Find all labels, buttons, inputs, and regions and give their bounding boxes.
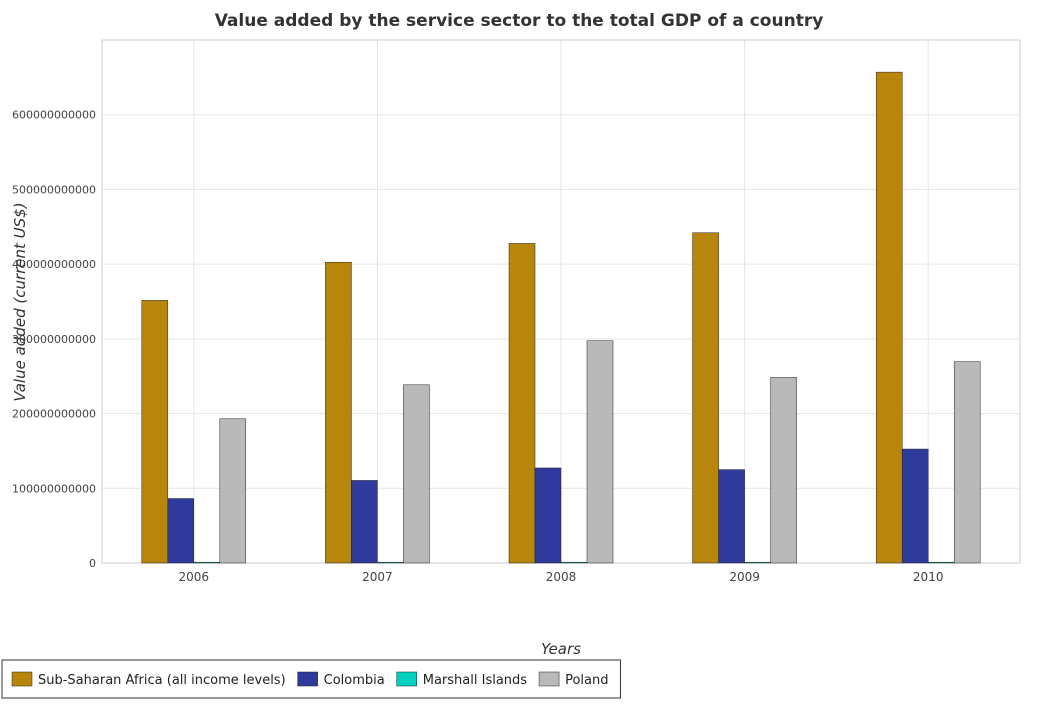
legend-swatch (297, 671, 318, 687)
x-tick-label: 2009 (729, 570, 760, 584)
legend-swatch (538, 671, 560, 687)
x-tick-label: 2007 (362, 570, 393, 584)
bar-sub-saharan-africa-all-income-levels-2009 (692, 232, 719, 564)
legend: Sub-Saharan Africa (all income levels) Co… (1, 659, 621, 699)
x-tick-label: 2010 (913, 570, 944, 584)
x-tick-label: 2008 (546, 570, 577, 584)
bar-poland-2010 (953, 361, 981, 564)
y-tick-label: 200000000000 (12, 408, 96, 421)
x-axis-label: Years (541, 640, 581, 658)
bar-colombia-2006 (167, 498, 195, 564)
bar-poland-2007 (403, 384, 430, 564)
y-tick-label: 600000000000 (12, 109, 96, 122)
x-tick-label: 2006 (179, 570, 210, 584)
bar-poland-2008 (586, 340, 614, 564)
bar-colombia-2008 (534, 467, 562, 564)
y-tick-label: 500000000000 (12, 183, 96, 196)
bar-colombia-2007 (351, 480, 378, 564)
bar-marshall-islands-2008 (560, 561, 588, 564)
bar-colombia-2010 (901, 448, 929, 564)
y-tick-label: 300000000000 (12, 333, 96, 346)
chart-title: Value added by the service sector to the… (215, 11, 824, 31)
legend-swatch (11, 671, 33, 687)
y-axis: 0 100000000000 200000000000 300000000000 400… (12, 109, 96, 570)
legend-label: Colombia (324, 673, 385, 688)
bar-poland-2009 (770, 377, 797, 564)
bar-marshall-islands-2009 (744, 561, 771, 564)
y-tick-label: 400000000000 (12, 258, 96, 271)
bar-marshall-islands-2007 (377, 561, 404, 564)
legend-label: Sub-Saharan Africa (all income levels) (38, 673, 286, 688)
bar-sub-saharan-africa-all-income-levels-2007 (325, 262, 352, 564)
bar-marshall-islands-2006 (193, 561, 221, 564)
legend-label: Poland (565, 673, 608, 688)
bar-poland-2006 (219, 418, 247, 564)
bar-sub-saharan-africa-all-income-levels-2006 (141, 300, 169, 564)
bar-colombia-2009 (718, 469, 745, 564)
bars (141, 71, 981, 564)
y-axis-label: Value added (current US$) (11, 202, 29, 401)
bar-sub-saharan-africa-all-income-levels-2010 (875, 71, 903, 564)
bar-sub-saharan-africa-all-income-levels-2008 (508, 243, 536, 564)
legend-swatch (396, 671, 417, 687)
y-tick-label: 100000000000 (12, 482, 96, 495)
legend-label: Marshall Islands (423, 673, 528, 688)
y-tick-label: 0 (89, 557, 96, 570)
x-axis: 2006 2007 2008 2009 2010 (179, 570, 944, 584)
bar-marshall-islands-2010 (927, 561, 955, 564)
